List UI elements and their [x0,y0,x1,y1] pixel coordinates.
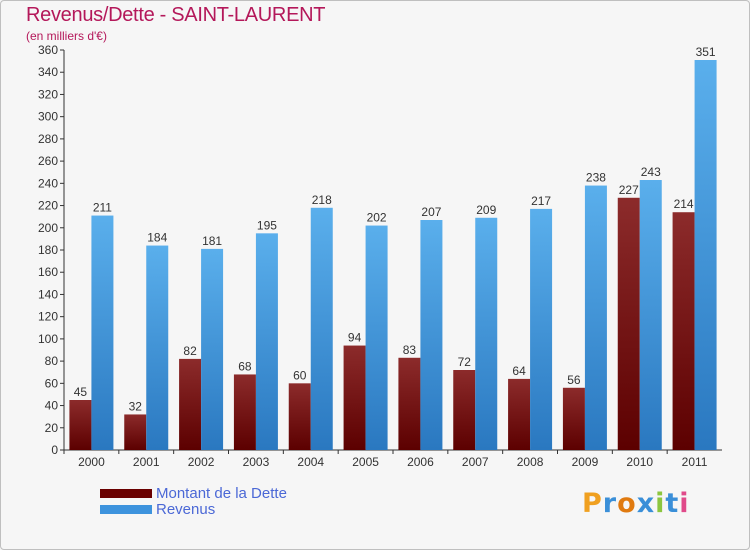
bar-dette [562,387,585,450]
data-label: 243 [641,165,661,179]
logo-letter: x [636,488,656,519]
bar-revenus [201,248,224,450]
data-label: 209 [476,203,496,217]
bar-dette [508,378,531,450]
data-label: 94 [348,331,362,345]
y-tick-label: 240 [38,176,58,190]
logo-letter: P [582,488,603,519]
bar-revenus [91,215,114,450]
y-tick-label: 280 [38,132,58,146]
data-label: 207 [421,205,441,219]
data-label: 227 [619,183,639,197]
data-label: 45 [74,385,88,399]
y-tick-label: 300 [38,110,58,124]
chart-title: Revenus/Dette - SAINT-LAURENT [26,4,326,26]
data-label: 195 [257,218,277,232]
x-tick-label: 2010 [626,455,653,469]
x-tick-label: 2002 [188,455,215,469]
data-label: 218 [312,193,332,207]
bar-revenus [310,207,333,450]
bar-dette [398,357,421,450]
data-label: 60 [293,368,307,382]
x-tick-label: 2008 [517,455,544,469]
data-label: 217 [531,194,551,208]
data-label: 82 [183,344,197,358]
bar-revenus [639,180,662,450]
bar-dette [69,400,92,450]
bar-dette [124,414,147,450]
proxiti-logo: Proxiti [582,488,690,519]
x-tick-label: 2005 [352,455,379,469]
x-tick-label: 2001 [133,455,160,469]
y-tick-label: 140 [38,287,58,301]
y-tick-label: 220 [38,199,58,213]
data-label: 202 [367,211,387,225]
data-label: 181 [202,234,222,248]
data-label: 72 [458,355,472,369]
y-tick-label: 120 [38,310,58,324]
y-tick-label: 20 [45,421,59,435]
logo-letter: t [665,488,680,519]
y-tick-label: 160 [38,265,58,279]
data-label: 214 [674,197,694,211]
y-tick-label: 100 [38,332,58,346]
x-tick-label: 2004 [297,455,324,469]
bar-dette [233,374,256,450]
data-labels: 45 32 82 68 60 94 83 72 64 56 227 214 211 184 181 195 21… [74,45,716,413]
bar-revenus [584,185,607,451]
legend-swatch-dette [100,489,152,498]
y-tick-label: 80 [45,354,59,368]
bar-dette [179,358,202,450]
bar-revenus [420,220,443,450]
bar-dette [617,197,640,450]
axes: 0 20 40 60 80 100 120 140 160 180 200 220 240 260 280 3… [38,43,722,469]
y-tick-label: 260 [38,154,58,168]
y-tick-label: 180 [38,243,58,257]
data-label: 351 [696,45,716,59]
bar-revenus [365,225,388,450]
x-tick-label: 2007 [462,455,489,469]
data-label: 64 [512,364,526,378]
y-tick-label: 40 [45,399,59,413]
x-tick-label: 2000 [78,455,105,469]
chart-subtitle: (en milliers d'€) [26,29,107,43]
data-label: 83 [403,343,417,357]
bar-revenus [475,217,498,450]
data-label: 184 [147,231,167,245]
data-label: 238 [586,171,606,185]
logo-letter: i [655,488,666,519]
y-tick-label: 340 [38,65,58,79]
data-label: 56 [567,373,581,387]
data-label: 32 [129,399,143,413]
legend-label-revenus: Revenus [156,501,216,518]
bar-revenus [146,245,169,450]
y-tick-label: 60 [45,376,59,390]
y-tick-label: 360 [38,43,58,57]
bar-dette [343,345,366,450]
x-tick-label: 2011 [682,455,708,469]
y-tick-label: 0 [51,443,58,457]
bar-revenus [530,208,553,450]
bar-dette [453,370,476,450]
x-tick-label: 2009 [572,455,599,469]
y-tick-label: 200 [38,221,58,235]
data-label: 68 [238,359,252,373]
bar-revenus [694,60,717,450]
bar-dette [672,212,695,450]
y-tick-label: 320 [38,87,58,101]
x-tick-label: 2006 [407,455,434,469]
bar-dette [288,383,311,450]
data-label: 211 [93,201,112,215]
bars [69,60,717,451]
x-tick-label: 2003 [243,455,270,469]
legend-swatch-revenus [100,505,152,514]
logo-letter: i [679,488,690,519]
legend-label-dette: Montant de la Dette [156,485,287,502]
logo-letter: r [602,488,618,519]
bar-revenus [255,233,278,450]
logo-letter: o [617,488,637,519]
